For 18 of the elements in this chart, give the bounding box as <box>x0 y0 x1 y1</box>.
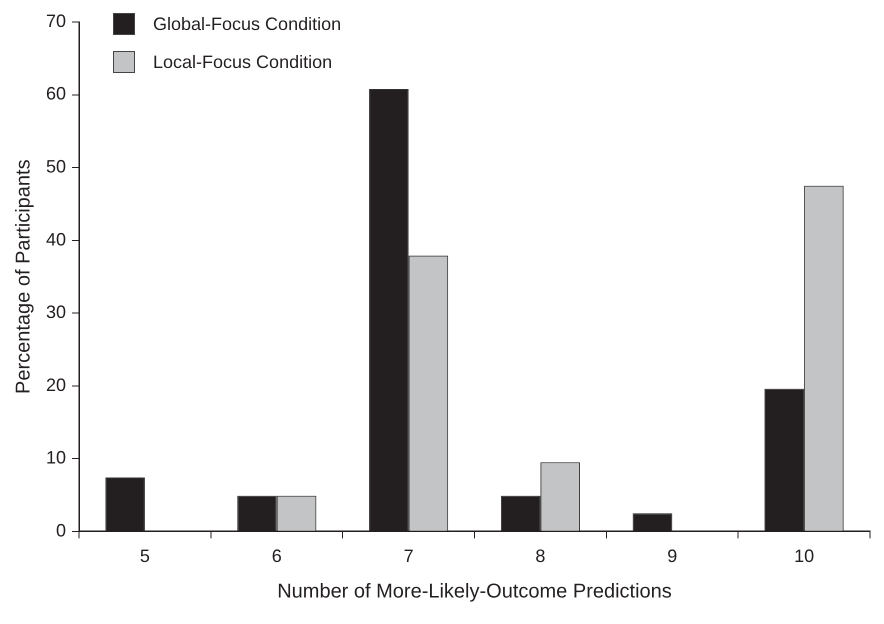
x-axis-title: Number of More-Likely-Outcome Predictions <box>277 580 672 603</box>
x-tick-label: 5 <box>140 546 150 566</box>
x-tick-label: 7 <box>404 546 414 566</box>
x-tick-label: 10 <box>794 546 814 566</box>
x-tick-label: 8 <box>535 546 546 566</box>
y-axis-title: Percentage of Participants <box>12 159 35 394</box>
y-tick-label: 70 <box>46 10 66 31</box>
x-tick-label: 9 <box>667 546 678 566</box>
y-tick-label: 20 <box>46 374 66 395</box>
y-tick-label: 60 <box>46 84 66 104</box>
legend-label: Global-Focus Condition <box>153 14 342 34</box>
y-tick-label: 40 <box>46 229 66 250</box>
y-tick-label: 30 <box>46 302 66 322</box>
y-tick-label: 0 <box>56 520 66 540</box>
x-tick-label: 6 <box>272 546 282 566</box>
y-tick-label: 50 <box>46 156 66 177</box>
y-tick-label: 10 <box>46 448 66 468</box>
legend-label: Local-Focus Condition <box>153 52 332 72</box>
